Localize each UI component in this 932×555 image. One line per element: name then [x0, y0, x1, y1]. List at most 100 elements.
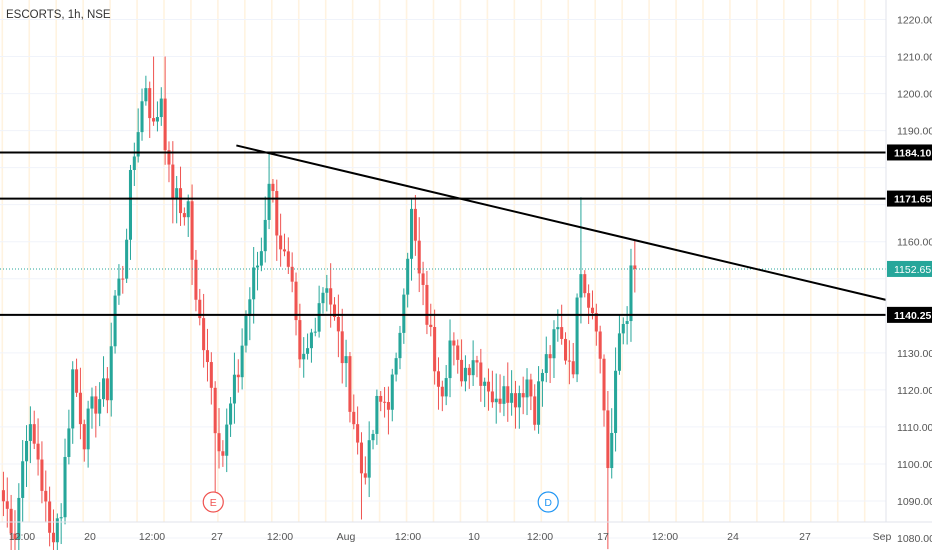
candle-body [329, 288, 333, 305]
price-tick-label: 1100.00 [897, 459, 932, 471]
level-label-box [887, 190, 932, 207]
candle-body [433, 327, 437, 372]
time-tick-label: 12:00 [395, 531, 421, 543]
candle-body [144, 88, 148, 102]
candle-body [402, 294, 406, 333]
candle-body [213, 387, 217, 434]
candle-body [48, 501, 52, 533]
candle-body [32, 424, 36, 444]
event-marker-label: D [544, 497, 552, 509]
time-tick-label: 12:00 [139, 531, 165, 543]
candle-body [229, 403, 233, 425]
session-band [351, 0, 354, 522]
session-band [109, 0, 111, 522]
candle-body [544, 354, 548, 373]
time-tick-label: 10 [468, 531, 480, 543]
trendline [236, 144, 887, 301]
candle-body [575, 297, 579, 375]
candle-body [333, 304, 337, 318]
candle-body [533, 396, 537, 425]
candle-body [294, 281, 298, 321]
candle-body [279, 235, 283, 250]
candle-body [286, 251, 290, 267]
candle-body [321, 292, 325, 304]
candle-body [548, 354, 552, 359]
session-band [82, 0, 84, 522]
candle-body [625, 321, 629, 324]
candle-body [521, 393, 525, 398]
candle-body [413, 208, 417, 241]
candle-body [633, 265, 637, 269]
candle-body [13, 533, 17, 540]
price-tick-label: 1110.00 [897, 422, 932, 434]
candle-body [105, 378, 109, 401]
candle-body [148, 88, 152, 119]
candle-body [325, 288, 329, 293]
session-band [163, 0, 165, 522]
candle-body [598, 331, 602, 359]
candle-body [537, 381, 541, 425]
candle-body [28, 424, 32, 441]
candles [1, 56, 637, 555]
candle-body [587, 293, 591, 308]
candle-body [448, 340, 452, 379]
candle-body [363, 473, 367, 478]
candle-body [583, 274, 587, 294]
time-tick-label: 12:00 [9, 531, 35, 543]
candle-body [513, 393, 517, 408]
candle-body [529, 379, 533, 397]
candle-body [417, 240, 421, 274]
level-label: 1184.10 [894, 147, 932, 159]
candle-body [444, 378, 448, 397]
candle-body [344, 356, 348, 364]
candle-body [140, 101, 144, 133]
price-tick-label: 1120.00 [897, 385, 932, 397]
level-label-box [887, 306, 932, 323]
candle-body [475, 360, 479, 363]
price-tick-label: 1080.00 [897, 533, 932, 545]
price-tick-label: 1220.00 [897, 15, 932, 27]
candle-body [298, 320, 302, 360]
session-band [378, 0, 381, 522]
candle-body [267, 183, 271, 220]
price-tick-label: 1190.00 [897, 126, 932, 138]
candle-body [202, 318, 206, 351]
candle-body [617, 333, 621, 371]
candle-body [67, 428, 71, 457]
session-band [55, 0, 57, 522]
candle-body [610, 432, 614, 469]
candle-body [51, 532, 55, 543]
event-marker-e [202, 491, 224, 513]
session-band [244, 0, 246, 522]
candle-body [452, 340, 456, 346]
candle-body [282, 249, 286, 252]
candle-body [248, 299, 252, 316]
candle-body [63, 456, 67, 518]
candle-body [309, 332, 313, 349]
candle-body [302, 353, 306, 360]
candle-body [359, 442, 363, 474]
session-band [621, 0, 623, 522]
candle-body [136, 132, 140, 157]
candle-body [21, 461, 25, 498]
price-tick-label: 1090.00 [897, 496, 932, 508]
candle-body [487, 381, 491, 392]
session-band [324, 0, 327, 522]
candle-body [17, 497, 21, 540]
candle-body [152, 118, 156, 122]
time-tick-label: 27 [211, 531, 223, 543]
session-band [217, 0, 219, 522]
candle-body [502, 386, 506, 404]
session-band [459, 0, 462, 522]
candle-body [340, 331, 344, 364]
candle-body [567, 360, 571, 362]
candle-body [356, 424, 360, 443]
candle-body [78, 392, 82, 425]
session-band [271, 0, 273, 522]
session-band [863, 0, 866, 522]
candle-body [317, 303, 321, 332]
candle-body [629, 265, 633, 322]
level-label-box [887, 144, 932, 161]
